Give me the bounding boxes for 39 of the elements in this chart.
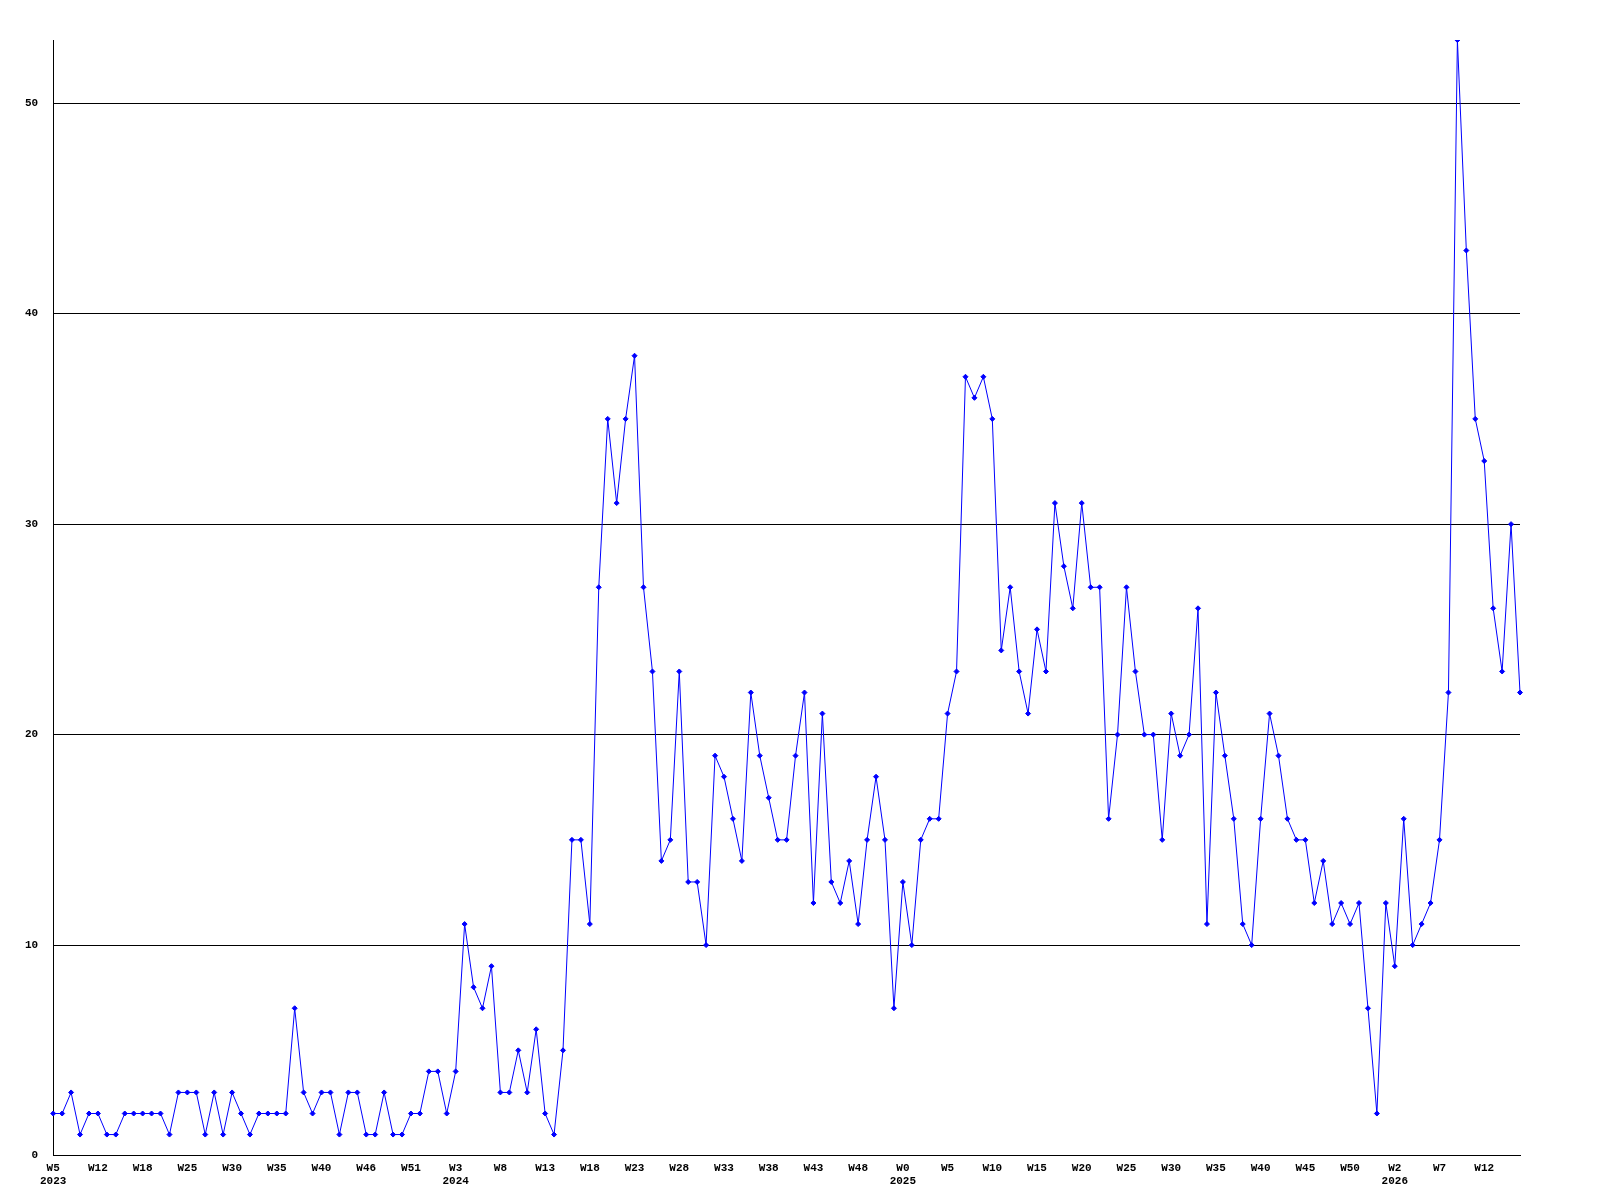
x-tick-label: W30 — [1161, 1161, 1182, 1174]
x-tick-label: W3 2024 — [442, 1161, 470, 1188]
x-tick-label: W33 — [714, 1161, 735, 1174]
x-tick-label: W48 — [848, 1161, 869, 1174]
y-tick-label: 0 — [31, 1149, 39, 1162]
x-tick-label: W18 — [132, 1161, 153, 1174]
y-tick-label: 50 — [25, 96, 39, 109]
x-tick-label: W2 2026 — [1381, 1161, 1408, 1188]
x-tick-label: W0 2025 — [889, 1161, 917, 1188]
y-tick-label: 40 — [25, 307, 39, 320]
x-tick-label: W46 — [356, 1161, 377, 1174]
x-tick-label: W12 — [1474, 1161, 1495, 1174]
x-tick-label: W51 — [401, 1161, 422, 1174]
y-tick-label: 20 — [25, 728, 39, 741]
x-tick-label: W15 — [1027, 1161, 1048, 1174]
x-tick-label: W25 — [177, 1161, 198, 1174]
x-tick-label: W43 — [803, 1161, 824, 1174]
x-tick-label: W30 — [222, 1161, 242, 1174]
x-tick-label: W40 — [311, 1161, 332, 1174]
x-tick-label: W25 — [1116, 1161, 1137, 1174]
x-tick-label: W28 — [669, 1161, 690, 1174]
x-tick-label: W18 — [579, 1161, 601, 1174]
x-tick-label: W38 — [758, 1161, 780, 1174]
x-tick-label: W40 — [1250, 1161, 1271, 1174]
x-tick-label: W12 — [88, 1161, 108, 1174]
x-tick-label: W35 — [1206, 1161, 1227, 1174]
x-tick-label: W5 2023 — [40, 1161, 67, 1188]
x-tick-label: W10 — [982, 1161, 1003, 1174]
y-tick-label: 30 — [25, 517, 39, 530]
y-tick-label: 10 — [25, 938, 39, 951]
x-tick-label: W23 — [624, 1161, 645, 1174]
x-tick-label: W8 — [493, 1161, 508, 1174]
x-tick-label: W5 — [940, 1161, 955, 1174]
x-tick-label: W35 — [266, 1161, 288, 1174]
x-tick-label: W50 — [1340, 1161, 1360, 1174]
x-tick-label: W20 — [1071, 1161, 1092, 1174]
x-tick-label: W7 — [1432, 1161, 1447, 1174]
x-tick-label: W45 — [1295, 1161, 1316, 1174]
x-tick-label: W13 — [535, 1161, 556, 1174]
